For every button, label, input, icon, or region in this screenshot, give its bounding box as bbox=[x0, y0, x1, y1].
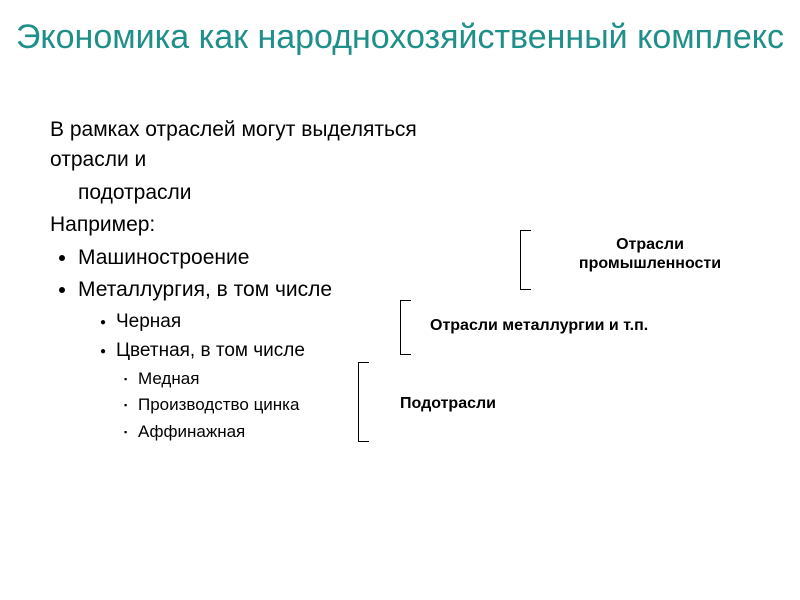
bracket-metallurgy bbox=[400, 300, 401, 355]
bullet-text: Производство цинка bbox=[138, 395, 299, 414]
bracket-subindustries bbox=[358, 362, 359, 442]
annotation-line: промышленности bbox=[579, 255, 721, 272]
list-level-1: Машиностроение Металлургия, в том числе … bbox=[50, 243, 430, 445]
list-item: Металлургия, в том числе Черная Цветная,… bbox=[78, 275, 430, 444]
bullet-text: Цветная, в том числе bbox=[116, 340, 305, 361]
list-item: Медная bbox=[124, 367, 430, 392]
list-item: Аффинажная bbox=[124, 420, 430, 445]
list-item: Производство цинка bbox=[124, 393, 430, 418]
bullet-text: Черная bbox=[116, 311, 181, 332]
annotation-metallurgy: Отрасли металлургии и т.п. bbox=[430, 316, 690, 335]
list-level-3: Медная Производство цинка Аффинажная bbox=[100, 367, 430, 445]
intro-line-1: В рамках отраслей могут выделяться отрас… bbox=[50, 115, 430, 176]
bullet-text: Машиностроение bbox=[78, 246, 249, 269]
intro-line-2: подотрасли bbox=[50, 178, 430, 208]
slide: Экономика как народнохозяйственный компл… bbox=[0, 0, 800, 600]
slide-body: В рамках отраслей могут выделяться отрас… bbox=[50, 115, 430, 447]
annotation-industries: Отрасли промышленности bbox=[560, 235, 740, 273]
annotation-subindustries: Подотрасли bbox=[400, 394, 540, 413]
list-item: Черная bbox=[100, 308, 430, 336]
bullet-text: Аффинажная bbox=[138, 422, 245, 441]
slide-title: Экономика как народнохозяйственный компл… bbox=[0, 0, 800, 57]
bullet-text: Медная bbox=[138, 369, 199, 388]
bullet-text: Металлургия, в том числе bbox=[78, 278, 332, 301]
annotation-line: Отрасли bbox=[616, 236, 684, 253]
list-level-2: Черная Цветная, в том числе Медная Произ… bbox=[78, 308, 430, 445]
example-label: Например: bbox=[50, 210, 430, 240]
bracket-industries bbox=[520, 230, 521, 290]
list-item: Машиностроение bbox=[78, 243, 430, 273]
list-item: Цветная, в том числе Медная Производство… bbox=[100, 337, 430, 444]
